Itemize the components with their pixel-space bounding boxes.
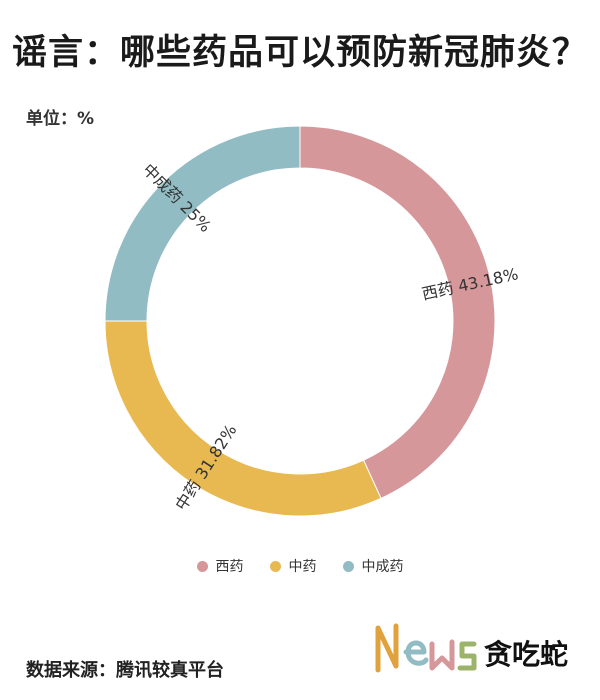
legend-label: 中成药 bbox=[361, 559, 404, 575]
legend-swatch bbox=[269, 560, 281, 572]
legend-item-3: 中成药 bbox=[342, 556, 404, 576]
legend: 西药 中药 中成药 bbox=[0, 556, 600, 576]
legend-swatch bbox=[342, 560, 354, 572]
news-snake-logo: 贪吃蛇 bbox=[372, 618, 582, 682]
donut-slice-3 bbox=[104, 125, 301, 322]
svg-text:贪吃蛇: 贪吃蛇 bbox=[484, 638, 568, 671]
legend-swatch bbox=[196, 560, 208, 572]
donut-slice-1 bbox=[299, 125, 496, 500]
unit-label: 单位：% bbox=[26, 109, 95, 129]
donut-slice-2 bbox=[104, 320, 382, 517]
page-title: 谣言：哪些药品可以预防新冠肺炎？ bbox=[12, 33, 589, 73]
legend-label: 中药 bbox=[288, 559, 317, 575]
legend-item-2: 中药 bbox=[269, 556, 317, 576]
data-source: 数据来源：腾讯较真平台 bbox=[26, 660, 224, 681]
legend-item-1: 西药 bbox=[196, 556, 244, 576]
legend-label: 西药 bbox=[215, 559, 244, 575]
